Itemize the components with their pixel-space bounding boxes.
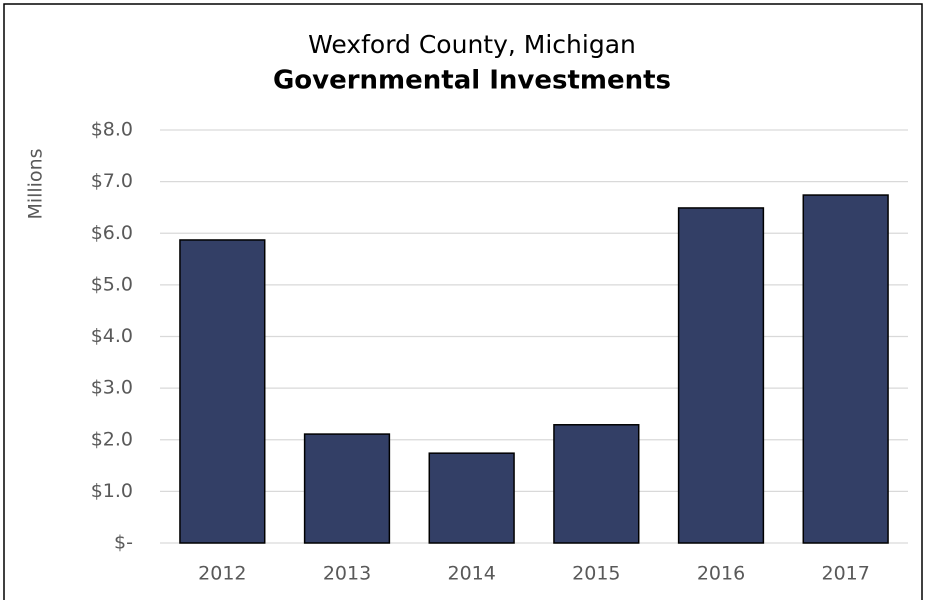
y-axis-label: Millions <box>25 148 47 219</box>
x-tick-label: 2015 <box>572 563 620 585</box>
bar <box>553 424 640 544</box>
y-tick-label: $8.0 <box>91 119 133 141</box>
chart-title: Wexford County, Michigan <box>308 30 636 59</box>
x-tick-label: 2016 <box>697 563 745 585</box>
y-tick-label: $3.0 <box>91 377 133 399</box>
x-tick-label: 2013 <box>323 563 371 585</box>
bar <box>802 194 889 544</box>
bar <box>677 207 765 544</box>
x-tick-label: 2014 <box>447 563 495 585</box>
bar <box>428 452 515 544</box>
chart-subtitle: Governmental Investments <box>273 66 671 96</box>
y-tick-label: $7.0 <box>91 170 133 192</box>
bar <box>179 239 266 544</box>
y-tick-label: $6.0 <box>91 222 133 244</box>
x-tick-label: 2012 <box>198 563 246 585</box>
x-tick-label: 2017 <box>821 563 869 585</box>
y-tick-label: $5.0 <box>91 273 133 295</box>
y-tick-label: $1.0 <box>91 480 133 502</box>
y-tick-label: $2.0 <box>91 428 133 450</box>
bar <box>303 433 391 544</box>
y-tick-label: $- <box>114 532 133 554</box>
y-tick-label: $4.0 <box>91 325 133 347</box>
